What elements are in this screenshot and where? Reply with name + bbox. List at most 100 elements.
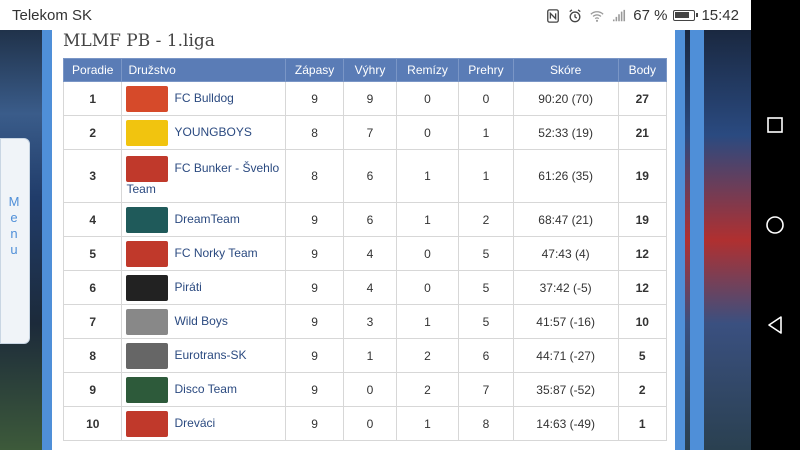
played-cell: 8 xyxy=(284,115,345,150)
team-logo[interactable] xyxy=(126,376,169,403)
points-cell: 12 xyxy=(617,236,668,271)
won-cell: 1 xyxy=(343,338,397,373)
points-cell: 10 xyxy=(617,304,668,339)
team-cell: Dreváci xyxy=(121,406,286,441)
won-cell: 3 xyxy=(343,304,397,339)
table-row: 9 Disco Team 9 0 2 7 35:87 (-52) 2 xyxy=(62,372,668,407)
won-cell: 0 xyxy=(343,406,397,441)
score-cell: 35:87 (-52) xyxy=(512,372,619,407)
back-icon[interactable] xyxy=(765,315,785,335)
header-lost[interactable]: Prehry xyxy=(458,58,514,82)
header-score[interactable]: Skóre xyxy=(512,58,619,82)
status-icons: 67 % 15:42 xyxy=(545,7,739,24)
points-cell: 5 xyxy=(617,338,668,373)
team-link[interactable]: FC Bunker - Švehlo Team xyxy=(126,161,280,196)
team-logo[interactable] xyxy=(126,342,169,369)
team-logo[interactable] xyxy=(126,274,169,301)
played-cell: 9 xyxy=(284,202,345,237)
team-link[interactable]: Dreváci xyxy=(174,415,216,430)
recents-icon[interactable] xyxy=(765,115,785,135)
draw-cell: 0 xyxy=(395,236,460,271)
table-row: 2 YOUNGBOYS 8 7 0 1 52:33 (19) 21 xyxy=(62,115,668,150)
team-cell: FC Bunker - Švehlo Team xyxy=(121,149,286,203)
header-played[interactable]: Zápasy xyxy=(284,58,345,82)
draw-cell: 0 xyxy=(395,115,460,150)
standings-table: Poradie Družstvo Zápasy Výhry Remízy Pre… xyxy=(62,58,668,441)
won-cell: 7 xyxy=(343,115,397,150)
lost-cell: 7 xyxy=(458,372,514,407)
table-row: 3 FC Bunker - Švehlo Team 8 6 1 1 61:26 (35) 19 xyxy=(62,149,668,203)
lost-cell: 1 xyxy=(458,115,514,150)
points-cell: 27 xyxy=(617,81,668,116)
team-logo[interactable] xyxy=(126,410,169,437)
team-logo[interactable] xyxy=(126,308,169,335)
team-link[interactable]: Wild Boys xyxy=(174,313,228,328)
team-logo[interactable] xyxy=(126,240,169,267)
header-draw[interactable]: Remízy xyxy=(395,58,460,82)
page-frame-right-outer xyxy=(690,30,704,450)
side-menu-tab[interactable]: Menu xyxy=(0,138,30,344)
won-cell: 4 xyxy=(343,236,397,271)
android-nav-bar xyxy=(751,0,800,450)
status-bar: Telekom SK 67 % 15:42 xyxy=(0,0,751,30)
position-cell: 5 xyxy=(62,236,123,271)
table-row: 10 Dreváci 9 0 1 8 14:63 (-49) 1 xyxy=(62,406,668,441)
position-cell: 3 xyxy=(62,149,123,203)
team-logo[interactable] xyxy=(126,156,169,182)
played-cell: 9 xyxy=(284,304,345,339)
header-points[interactable]: Body xyxy=(617,58,668,82)
team-cell: FC Bulldog xyxy=(121,81,286,116)
team-link[interactable]: FC Norky Team xyxy=(174,245,258,260)
won-cell: 4 xyxy=(343,270,397,305)
team-link[interactable]: FC Bulldog xyxy=(174,90,234,105)
points-cell: 19 xyxy=(617,149,668,203)
points-cell: 12 xyxy=(617,270,668,305)
draw-cell: 1 xyxy=(395,202,460,237)
score-cell: 90:20 (70) xyxy=(512,81,619,116)
played-cell: 9 xyxy=(284,81,345,116)
lost-cell: 5 xyxy=(458,236,514,271)
team-link[interactable]: YOUNGBOYS xyxy=(174,124,252,139)
team-logo[interactable] xyxy=(126,85,169,112)
score-cell: 68:47 (21) xyxy=(512,202,619,237)
side-menu-label: Menu xyxy=(8,194,20,257)
team-link[interactable]: Disco Team xyxy=(174,381,237,396)
header-team[interactable]: Družstvo xyxy=(121,58,286,82)
table-row: 7 Wild Boys 9 3 1 5 41:57 (-16) 10 xyxy=(62,304,668,339)
team-link[interactable]: DreamTeam xyxy=(174,211,240,226)
table-header-row: Poradie Družstvo Zápasy Výhry Remízy Pre… xyxy=(62,58,668,82)
team-link[interactable]: Piráti xyxy=(174,279,202,294)
team-cell: FC Norky Team xyxy=(121,236,286,271)
score-cell: 14:63 (-49) xyxy=(512,406,619,441)
table-row: 4 DreamTeam 9 6 1 2 68:47 (21) 19 xyxy=(62,202,668,237)
team-cell: DreamTeam xyxy=(121,202,286,237)
position-cell: 4 xyxy=(62,202,123,237)
won-cell: 6 xyxy=(343,149,397,203)
standings-body: 1 FC Bulldog 9 9 0 0 90:20 (70) 27 2 YOUNGBOYS 8 7 0… xyxy=(62,81,668,441)
home-icon[interactable] xyxy=(765,215,785,235)
team-link[interactable]: Eurotrans-SK xyxy=(174,347,247,362)
won-cell: 0 xyxy=(343,372,397,407)
draw-cell: 1 xyxy=(395,304,460,339)
header-position[interactable]: Poradie xyxy=(62,58,123,82)
table-row: 6 Piráti 9 4 0 5 37:42 (-5) 12 xyxy=(62,270,668,305)
league-title: MLMF PB - 1.liga xyxy=(63,31,215,51)
alarm-icon xyxy=(569,8,581,22)
carrier-label: Telekom SK xyxy=(12,7,93,24)
score-cell: 52:33 (19) xyxy=(512,115,619,150)
team-logo[interactable] xyxy=(126,206,169,233)
header-won[interactable]: Výhry xyxy=(343,58,397,82)
draw-cell: 0 xyxy=(395,81,460,116)
wifi-icon xyxy=(590,10,604,22)
won-cell: 9 xyxy=(343,81,397,116)
points-cell: 19 xyxy=(617,202,668,237)
draw-cell: 2 xyxy=(395,338,460,373)
lost-cell: 0 xyxy=(458,81,514,116)
position-cell: 2 xyxy=(62,115,123,150)
played-cell: 9 xyxy=(284,270,345,305)
points-cell: 2 xyxy=(617,372,668,407)
main-content: MLMF PB - 1.liga Poradie Družstvo Zápasy… xyxy=(52,30,675,450)
team-logo[interactable] xyxy=(126,119,169,146)
position-cell: 1 xyxy=(62,81,123,116)
table-row: 8 Eurotrans-SK 9 1 2 6 44:71 (-27) 5 xyxy=(62,338,668,373)
